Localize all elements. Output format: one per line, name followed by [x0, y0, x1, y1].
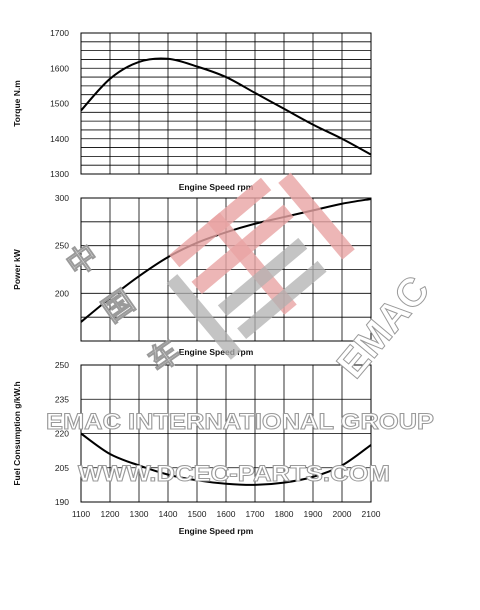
- x-tick-label: 1100: [72, 509, 91, 519]
- x-tick-label: 1400: [159, 509, 178, 519]
- y-axis-title: Power kW: [12, 248, 22, 290]
- series-line: [80, 57, 372, 156]
- x-tick-label: 1800: [275, 509, 294, 519]
- y-tick-label: 1300: [50, 169, 69, 179]
- company-watermark: EMAC INTERNATIONAL GROUP: [46, 409, 434, 434]
- x-tick-label: 1600: [217, 509, 236, 519]
- y-tick-label: 220: [55, 429, 69, 439]
- chart-panel-0: 1700 1600 1500 1400 1300 Engine Speed rpm Torq…: [12, 28, 372, 192]
- x-tick-label: 1900: [304, 509, 323, 519]
- x-tick-label: 1700: [246, 509, 265, 519]
- x-axis-title: Engine Speed rpm: [179, 526, 254, 536]
- y-tick-label: 205: [55, 463, 69, 473]
- y-axis-title: Fuel Consumption g/kW.h: [12, 381, 22, 485]
- x-tick-label: 1500: [188, 509, 207, 519]
- emac-logo-text: EMAC: [329, 268, 438, 387]
- x-tick-label: 2100: [362, 509, 381, 519]
- x-axis-title: Engine Speed rpm: [179, 347, 254, 357]
- y-tick-label: 1500: [50, 99, 69, 109]
- y-tick-label: 1600: [50, 63, 69, 73]
- series-line: [80, 432, 372, 486]
- charts-layer: 1700 1600 1500 1400 1300 Engine Speed rpm Torq…: [12, 28, 381, 536]
- x-axis-title: Engine Speed rpm: [179, 182, 254, 192]
- y-tick-label: 1400: [50, 134, 69, 144]
- y-tick-label: 235: [55, 394, 69, 404]
- x-tick-label: 2000: [333, 509, 352, 519]
- plot-frame: [80, 32, 372, 175]
- y-tick-label: 300: [55, 193, 69, 203]
- y-tick-label: 250: [55, 360, 69, 370]
- y-tick-label: 1700: [50, 28, 69, 38]
- logo-char: 国: [97, 285, 141, 329]
- y-tick-label: 200: [55, 288, 69, 298]
- y-tick-label: 190: [55, 497, 69, 507]
- y-axis-title: Torque N.m: [12, 80, 22, 127]
- website-watermark: WWW.DCEC-PARTS.COM: [78, 461, 390, 486]
- x-tick-label: 1200: [101, 509, 120, 519]
- emac-logo-watermark: [166, 172, 355, 360]
- x-tick-label: 1300: [130, 509, 149, 519]
- y-tick-label: 250: [55, 241, 69, 251]
